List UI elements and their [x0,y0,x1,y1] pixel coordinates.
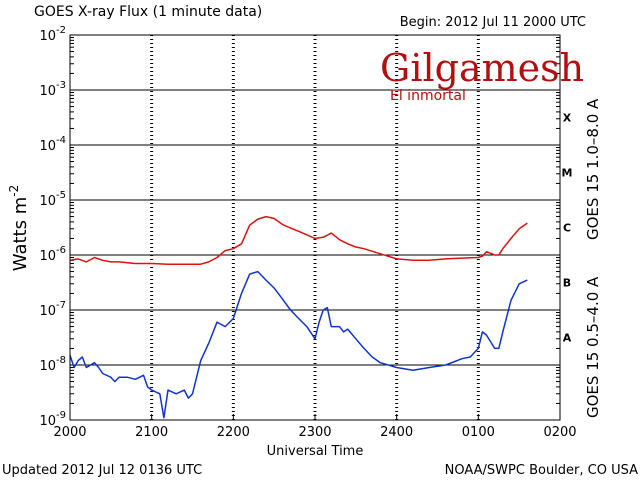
y-tick-exponent: -4 [56,135,66,146]
legend-long-wavelength: GOES 15 1.0–8.0 A [584,98,602,240]
logo-subtitle: El inmortal [390,88,466,104]
flare-class-a: A [563,332,572,345]
y-tick-label: 10-5 [39,190,66,209]
y-tick-label: 10-8 [39,355,66,374]
x-tick-label: 0200 [543,425,576,440]
y-tick-label: 10-9 [39,410,66,429]
x-axis-label: Universal Time [267,444,364,459]
flare-class-c: C [563,222,571,235]
y-tick-base: 10 [39,249,56,264]
flare-class-x: X [563,112,572,125]
y-tick-label: 10-6 [39,245,66,264]
svg-text:Watts m-2: Watts m-2 [7,185,31,271]
plot-frame [69,34,561,421]
x-tick-label: 2100 [135,425,168,440]
y-tick-base: 10 [39,139,56,154]
series-short-wavelength [69,270,528,419]
y-tick-base: 10 [39,359,56,374]
x-tick-label: 0100 [462,425,495,440]
logo-name: Gilgamesh [380,46,585,90]
y-axis-label-exponent: -2 [7,185,21,197]
series-long-wavelength [69,215,528,265]
footer-credit: NOAA/SWPC Boulder, CO USA [445,463,638,478]
flare-class-b: B [563,277,571,290]
chart-title: GOES X-ray Flux (1 minute data) [34,4,262,20]
y-tick-exponent: -6 [56,245,66,256]
y-tick-base: 10 [39,84,56,99]
legend-short-wavelength: GOES 15 0.5–4.0 A [584,276,602,418]
begin-label: Begin: 2012 Jul 11 2000 UTC [400,15,586,30]
y-tick-exponent: -7 [56,300,66,311]
y-tick-exponent: -8 [56,355,66,366]
x-tick-label: 2400 [380,425,413,440]
x-tick-label: 2300 [298,425,331,440]
gilgamesh-logo: Gilgamesh El inmortal [380,48,584,104]
y-tick-base: 10 [39,414,56,429]
y-tick-label: 10-7 [39,300,66,319]
y-tick-label: 10-2 [39,25,66,44]
y-tick-base: 10 [39,194,56,209]
x-axis-ticks: 2000 2100 2200 2300 2400 0100 0200 [53,414,577,440]
plot-grid [70,35,560,420]
x-tick-label: 2000 [53,425,86,440]
flux-series [69,215,528,419]
y-tick-base: 10 [39,29,56,44]
y-tick-label: 10-3 [39,80,66,99]
y-axis-label-main: Watts m [10,197,31,271]
x-tick-label: 2200 [217,425,250,440]
y-tick-exponent: -5 [56,190,66,201]
flare-class-labels: X M C B A [562,112,573,345]
y-tick-exponent: -9 [56,410,66,421]
y-tick-exponent: -2 [56,25,66,36]
y-tick-label: 10-4 [39,135,66,154]
y-tick-base: 10 [39,304,56,319]
footer-updated: Updated 2012 Jul 12 0136 UTC [2,463,202,478]
y-axis-ticks: 10-210-310-410-510-610-710-810-9 [39,25,560,429]
flare-class-m: M [562,167,573,180]
y-axis-label: Watts m-2 [7,185,31,271]
y-tick-exponent: -3 [56,80,66,91]
